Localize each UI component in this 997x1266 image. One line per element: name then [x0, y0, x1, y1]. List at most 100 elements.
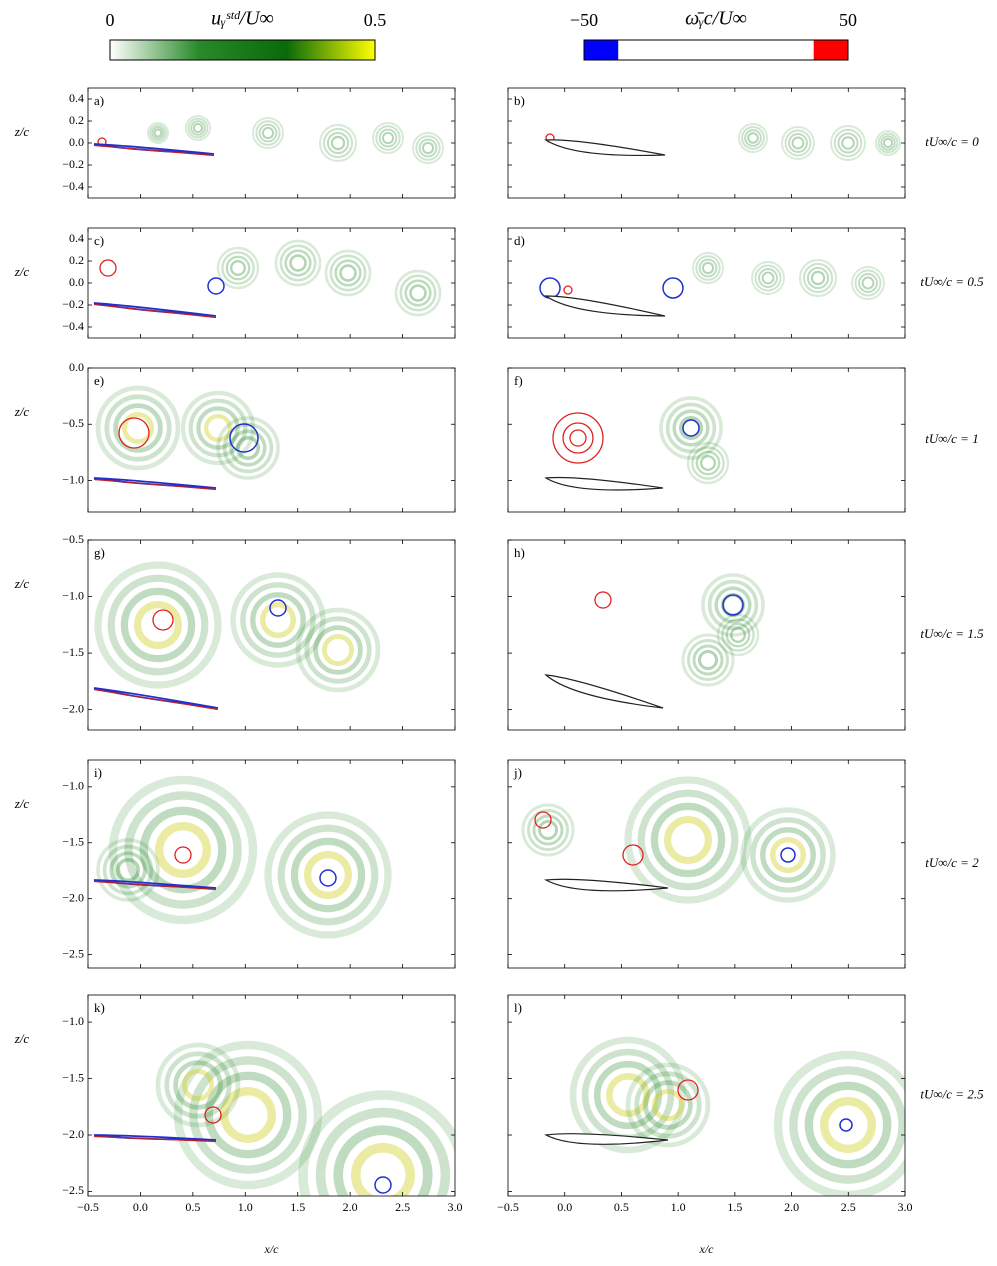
vorticity-band	[219, 1086, 276, 1143]
y-tick-label: 0.2	[69, 113, 84, 127]
y-tick-label: −1.5	[62, 1070, 84, 1084]
vorticity-band	[643, 1080, 693, 1130]
airfoil	[544, 878, 669, 892]
vorticity-band	[810, 270, 826, 286]
positive-contour	[677, 1079, 699, 1101]
flow-field	[544, 396, 730, 491]
colorbar-segment	[584, 40, 619, 60]
vorticity-band	[261, 126, 275, 140]
y-axis-label: z/c	[14, 796, 30, 811]
colorbar-label: uᵧˢᵗᵈ/U∞	[211, 8, 274, 30]
vorticity-band	[837, 132, 859, 154]
negative-contour	[722, 594, 744, 616]
vorticity-band	[139, 806, 227, 894]
y-tick-label: 0.2	[69, 253, 84, 267]
y-tick-label: −1.5	[62, 835, 84, 849]
vorticity-band	[695, 255, 721, 281]
colorbar-tick-label: 0.5	[364, 10, 387, 30]
vorticity-band	[113, 403, 163, 453]
vorticity-band	[770, 837, 807, 874]
x-axis-label: x/c	[264, 1242, 280, 1256]
x-tick-label: 1.5	[727, 1200, 742, 1214]
x-tick-label: 2.5	[395, 1200, 410, 1214]
vorticity-band	[593, 1060, 663, 1130]
vorticity-band	[851, 266, 885, 300]
y-tick-label: −1.0	[62, 588, 84, 602]
positive-contour	[152, 609, 174, 631]
x-tick-label: 2.0	[784, 1200, 799, 1214]
vorticity-band	[773, 1050, 905, 1196]
time-label: tU∞/c = 2.5	[920, 1086, 984, 1101]
vorticity-band	[741, 126, 765, 150]
y-axis-label: z/c	[14, 264, 30, 279]
x-tick-label: 0.5	[614, 1200, 629, 1214]
panel-frame	[87, 367, 456, 513]
negative-contour	[682, 419, 700, 437]
vorticity-band	[841, 136, 855, 150]
negative-contour	[207, 277, 225, 295]
airfoil-edge	[93, 688, 219, 711]
panel-label: g)	[94, 545, 105, 560]
time-label: tU∞/c = 0.5	[920, 274, 984, 289]
vorticity-band	[120, 587, 196, 663]
vorticity-band	[404, 279, 432, 307]
vorticity-band	[412, 132, 444, 164]
colorbar-fill	[110, 40, 375, 60]
y-axis-label: z/c	[14, 124, 30, 139]
vorticity-band	[258, 123, 278, 143]
vorticity-band	[687, 639, 729, 681]
vorticity-band	[173, 1060, 223, 1110]
vorticity-band	[204, 414, 233, 443]
vorticity-band	[339, 264, 357, 282]
airfoil	[93, 687, 219, 709]
vorticity-band	[692, 252, 724, 284]
vorticity-band	[625, 1062, 711, 1148]
vorticity-band	[324, 249, 372, 297]
positive-contour	[563, 285, 573, 295]
vorticity-band	[760, 827, 816, 883]
vorticity-band	[190, 120, 206, 136]
positive-contour	[174, 846, 192, 864]
vorticity-band	[858, 273, 878, 293]
vorticity-band	[691, 446, 725, 480]
airfoil	[544, 295, 666, 317]
vorticity-band	[318, 123, 358, 163]
flow-field	[539, 252, 885, 317]
y-tick-label: 0.4	[69, 91, 84, 105]
vorticity-band	[181, 1069, 214, 1102]
colorbar-frame	[583, 39, 849, 61]
vorticity-band	[284, 249, 312, 277]
colorbar-tick-label: −50	[570, 10, 598, 30]
time-label: tU∞/c = 1.5	[920, 626, 984, 641]
vorticity-band	[833, 128, 863, 158]
negative-contour	[780, 847, 796, 863]
vorticity-band	[421, 141, 435, 155]
vorticity-band	[109, 851, 147, 889]
x-tick-label: 1.0	[238, 1200, 253, 1214]
vorticity-band	[192, 122, 204, 134]
flow-field	[93, 1040, 455, 1196]
colorbar-label: ω̄ᵧc/U∞	[685, 8, 747, 30]
panel-frame	[507, 539, 906, 731]
panel-frame	[87, 87, 456, 199]
vorticity-band	[204, 1071, 292, 1159]
vorticity-band	[527, 809, 569, 851]
flow-field	[544, 573, 765, 709]
vorticity-band	[882, 137, 894, 149]
x-tick-label: 0.5	[185, 1200, 200, 1214]
vorticity-band	[751, 261, 785, 295]
vorticity-band	[695, 450, 721, 476]
flow-field	[93, 561, 381, 711]
y-tick-label: −1.0	[62, 472, 84, 486]
vorticity-band	[692, 644, 724, 676]
vorticity-band	[820, 1096, 877, 1153]
vorticity-band	[650, 802, 726, 878]
vorticity-band	[230, 572, 326, 668]
panel-frame	[87, 539, 456, 731]
vorticity-band	[538, 820, 558, 840]
vorticity-band	[153, 128, 163, 138]
vorticity-band	[678, 415, 703, 440]
vorticity-band	[716, 613, 760, 657]
vorticity-band	[260, 602, 297, 639]
